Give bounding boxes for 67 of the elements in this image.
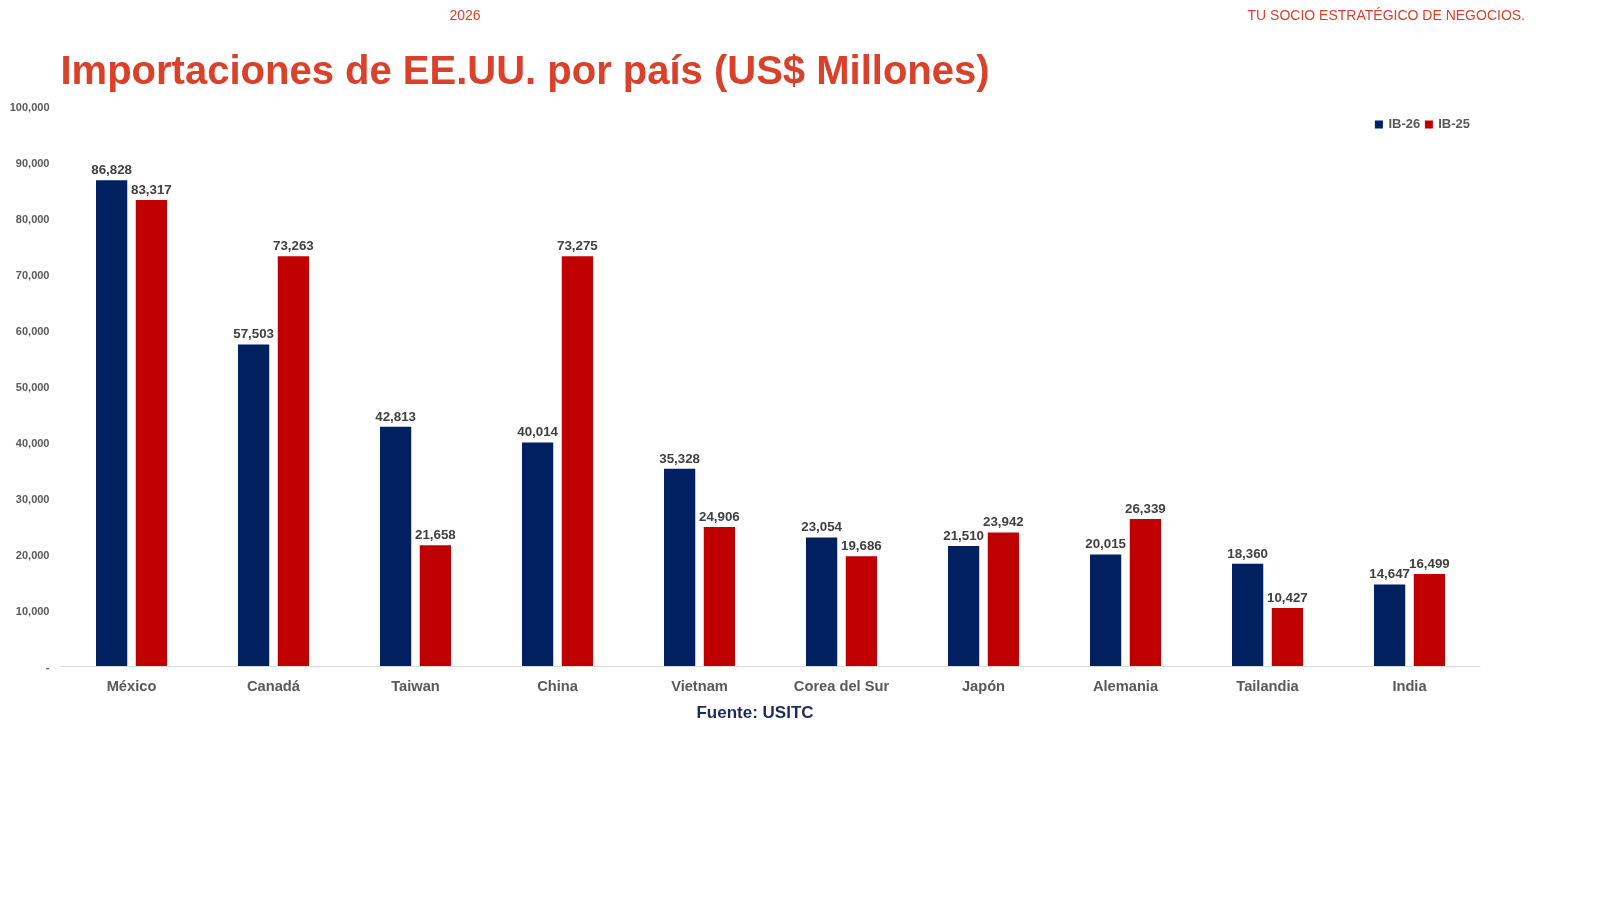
y-tick-label: 100,000 (9, 100, 50, 113)
bar (419, 545, 451, 667)
legend-label: IB-25 (1438, 116, 1470, 131)
y-tick-label: 20,000 (15, 548, 50, 561)
legend-label: IB-26 (1388, 116, 1421, 131)
data-label: 18,360 (1227, 545, 1268, 561)
text: 2026 (449, 6, 481, 25)
bar (1374, 584, 1406, 667)
data-label: 73,263 (273, 238, 314, 254)
data-label: 23,054 (801, 519, 843, 535)
bar (664, 468, 696, 667)
data-label: 21,510 (943, 528, 984, 544)
data-label: 73,275 (557, 238, 599, 254)
bar (1271, 608, 1303, 667)
y-tick-label: 40,000 (15, 436, 50, 449)
x-tick-label: Alemania (1092, 677, 1159, 694)
y-tick-label: 50,000 (15, 380, 50, 393)
data-label: 23,942 (983, 514, 1024, 530)
bar (703, 527, 735, 667)
data-label: 19,686 (841, 538, 882, 554)
bar (1129, 519, 1161, 667)
bar (96, 180, 128, 667)
bar (135, 199, 167, 667)
bar (522, 442, 554, 667)
x-tick-label: Canadá (247, 677, 301, 694)
x-tick-label: Tailandia (1236, 677, 1300, 694)
data-label: 40,014 (517, 424, 559, 440)
chart-title: Importaciones de EE.UU. por país (US$ Millones) (60, 47, 990, 92)
bar (1232, 563, 1264, 667)
bar (1090, 554, 1122, 667)
x-tick-label: Japón (961, 677, 1006, 694)
bar (238, 344, 270, 667)
bar (561, 256, 593, 667)
y-tick-label: 60,000 (15, 324, 50, 337)
bar (806, 537, 838, 667)
data-label: 26,339 (1125, 501, 1166, 516)
data-label: 83,317 (131, 181, 172, 197)
data-label: 10,427 (1267, 590, 1308, 606)
x-tick-label: China (537, 677, 579, 694)
y-tick-label: 10,000 (15, 604, 50, 617)
bar (380, 426, 412, 667)
x-tick-label: India (1392, 677, 1428, 694)
data-label: 42,813 (375, 408, 416, 424)
data-label: 14,647 (1369, 566, 1410, 582)
data-label: 16,499 (1409, 556, 1450, 572)
y-tick-label: - (45, 660, 50, 673)
x-tick-label: Vietnam (671, 677, 728, 694)
bar (987, 532, 1019, 667)
y-tick-label: 80,000 (15, 212, 50, 225)
data-label: 86,828 (91, 162, 132, 178)
data-label: 20,015 (1085, 536, 1127, 552)
x-tick-label: Taiwan (391, 677, 440, 694)
y-tick-label: 90,000 (15, 156, 50, 169)
bar (845, 556, 877, 667)
data-label: 21,658 (415, 527, 456, 543)
y-tick-label: 70,000 (15, 268, 50, 281)
bar (948, 546, 980, 667)
data-label: 57,503 (233, 326, 274, 342)
bar (1413, 574, 1445, 667)
y-tick-label: 30,000 (15, 492, 50, 505)
source-note: Fuente: USITC (696, 702, 814, 724)
x-tick-label: Corea del Sur (793, 677, 890, 694)
bar (277, 256, 309, 667)
data-label: 24,906 (699, 509, 740, 525)
x-tick-label: México (106, 677, 157, 694)
text: TU SOCIO ESTRATÉGICO DE NEGOCIOS. (1247, 6, 1525, 25)
data-label: 35,328 (659, 450, 700, 466)
